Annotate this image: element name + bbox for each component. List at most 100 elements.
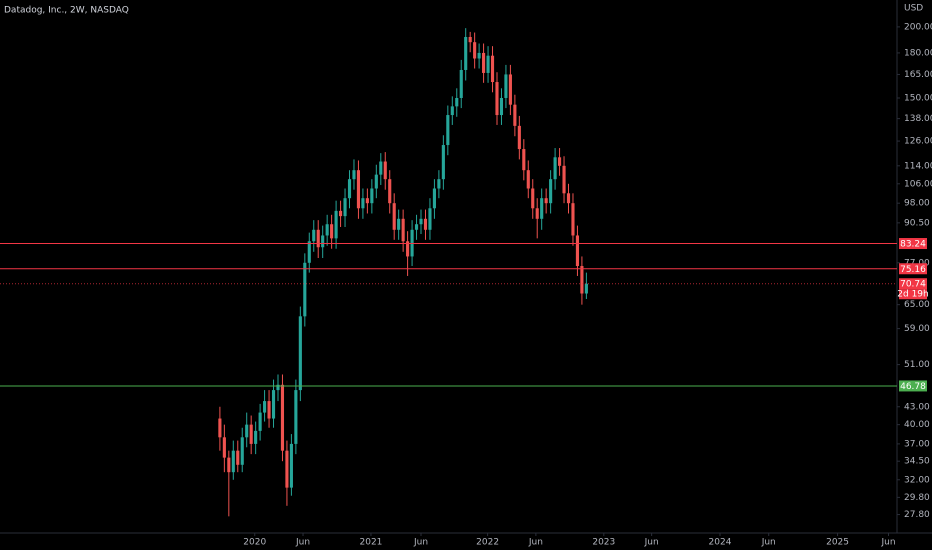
- candle-body: [258, 412, 262, 431]
- candle-body: [316, 229, 320, 248]
- candle-body: [379, 161, 383, 175]
- candle-body: [298, 316, 302, 391]
- candle-body: [240, 437, 244, 465]
- candle-body: [575, 235, 580, 267]
- candle-body: [406, 241, 410, 257]
- candle-body: [428, 208, 432, 230]
- candle-body: [388, 179, 392, 204]
- candle-body: [383, 161, 387, 180]
- candle-body: [249, 424, 253, 444]
- y-tick-label: 40.00: [904, 420, 930, 430]
- candle-body: [522, 149, 526, 171]
- candle-body: [374, 174, 378, 189]
- x-tick-label: 2025: [826, 538, 849, 548]
- candle-body: [370, 188, 374, 204]
- y-tick-label: 126.00: [904, 137, 932, 147]
- y-tick-label: 165.00: [904, 70, 932, 80]
- candle-body: [490, 55, 495, 83]
- x-tick-label: 2021: [360, 538, 383, 548]
- chart-title: Datadog, Inc., 2W, NASDAQ: [4, 6, 129, 16]
- candle-body: [419, 218, 423, 225]
- y-tick-label: 114.00: [904, 161, 932, 171]
- candle-body: [222, 437, 226, 458]
- candle-body: [517, 125, 521, 150]
- candle-body: [312, 229, 316, 242]
- candle-body: [571, 203, 575, 236]
- candle-body: [580, 266, 584, 294]
- x-tick-label: 2022: [476, 538, 499, 548]
- candle-body: [437, 179, 441, 189]
- x-tick-label: Jun: [880, 538, 895, 548]
- candle-body: [365, 198, 369, 204]
- y-tick-label: 27.80: [904, 510, 930, 520]
- candle-body: [562, 165, 566, 194]
- candle-body: [307, 241, 311, 263]
- candle-body: [423, 218, 428, 230]
- candle-body: [280, 384, 285, 451]
- candle-body: [236, 450, 240, 465]
- x-tick-label: Jun: [528, 538, 543, 548]
- candle-body: [356, 170, 361, 209]
- candle-body: [397, 218, 401, 230]
- candle-body: [289, 443, 293, 488]
- candle-body: [401, 218, 405, 242]
- y-tick-label: 98.00: [904, 199, 930, 209]
- y-tick-label: 29.80: [904, 493, 930, 503]
- y-tick-label: 180.00: [904, 48, 932, 58]
- countdown-label: 2d 19h: [897, 290, 928, 300]
- y-tick-label: 200.00: [904, 22, 932, 32]
- price-label-box: [899, 238, 927, 250]
- candle-body: [464, 36, 468, 70]
- y-tick-label: 90.50: [904, 218, 930, 228]
- countdown-box: [899, 289, 927, 300]
- y-tick-label: 37.00: [904, 439, 930, 449]
- candle-body: [553, 157, 557, 180]
- candle-body: [557, 157, 562, 166]
- candle-body: [325, 224, 329, 236]
- y-tick-label: 51.00: [904, 360, 930, 370]
- candle-body: [504, 74, 508, 98]
- candle-body: [531, 188, 535, 209]
- candle-body: [468, 36, 472, 43]
- candle-body: [441, 145, 445, 180]
- x-tick-label: 2024: [709, 538, 732, 548]
- y-tick-label: 43.00: [904, 402, 930, 412]
- candle-body: [321, 235, 325, 248]
- candle-body: [361, 198, 365, 209]
- candle-body: [352, 170, 356, 180]
- candle-body: [584, 283, 588, 294]
- candle-body: [347, 179, 352, 199]
- y-tick-label: 34.50: [904, 457, 930, 467]
- x-tick-label: Jun: [644, 538, 659, 548]
- candle-body: [231, 450, 235, 473]
- price-label: 83.24: [900, 240, 926, 250]
- price-label-box: [899, 380, 927, 392]
- price-label-box: [899, 263, 927, 275]
- y-tick-label: 65.00: [904, 300, 930, 310]
- candle-body: [477, 52, 481, 59]
- candle-body: [446, 115, 450, 146]
- candle-body: [303, 262, 307, 317]
- candle-body: [334, 210, 338, 239]
- y-tick-label: 59.00: [904, 324, 930, 334]
- candle-body: [294, 390, 298, 444]
- x-tick-label: Jun: [295, 538, 310, 548]
- candle-body: [535, 208, 539, 219]
- candle-body: [450, 106, 454, 116]
- y-tick-label: 138.00: [904, 114, 932, 124]
- candle-body: [499, 97, 504, 116]
- candle-body: [218, 418, 222, 438]
- candle-body: [566, 193, 571, 204]
- candle-body: [263, 401, 267, 413]
- candle-body: [508, 74, 512, 105]
- y-tick-label: 106.00: [904, 179, 932, 189]
- candle-body: [254, 430, 258, 444]
- candle-body: [267, 401, 271, 419]
- candle-body: [330, 224, 334, 239]
- candle-body: [544, 198, 548, 204]
- x-tick-label: Jun: [761, 538, 776, 548]
- price-label: 46.78: [900, 382, 926, 392]
- price-label: 75.16: [900, 265, 926, 275]
- candle-body: [482, 52, 486, 73]
